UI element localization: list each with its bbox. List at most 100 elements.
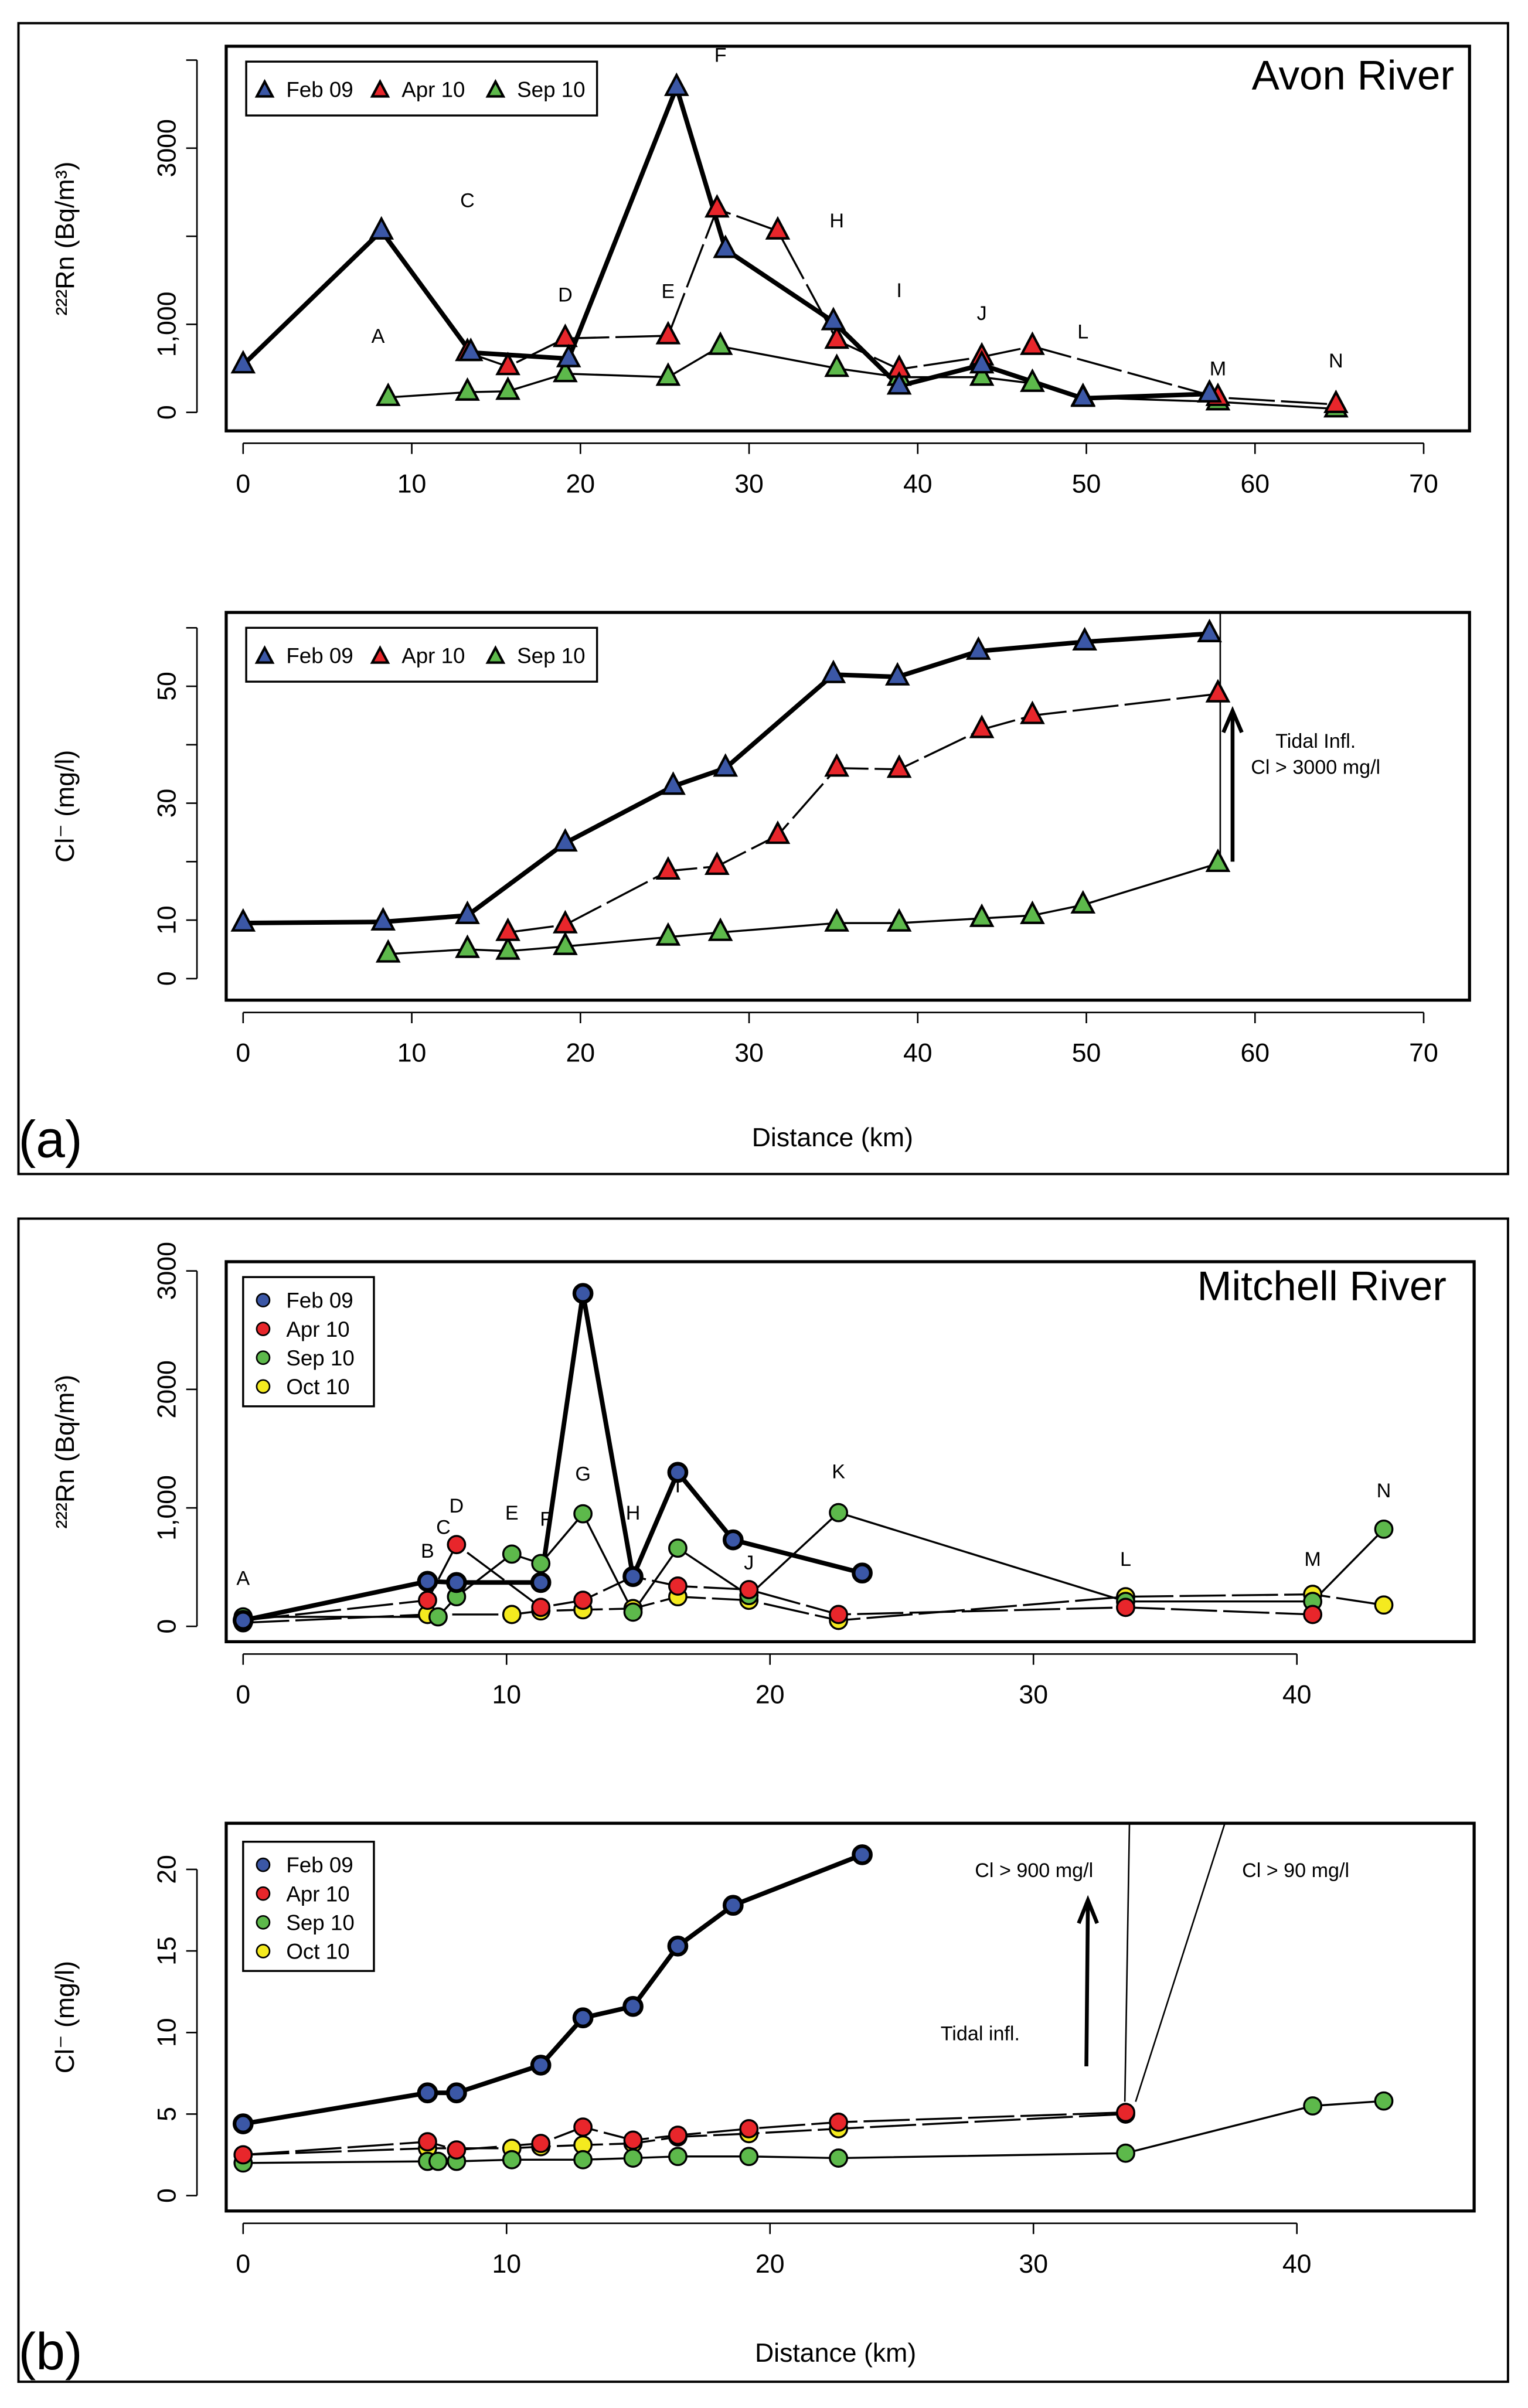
site-label: N <box>1329 350 1343 372</box>
legend-label: Oct 10 <box>286 1375 349 1399</box>
data-point-feb-09 <box>821 659 846 683</box>
x-tick-label: 0 <box>236 2250 250 2278</box>
data-point-sep-10 <box>824 908 850 932</box>
site-label: H <box>626 1502 641 1524</box>
data-point-sep-10 <box>1205 848 1231 873</box>
legend-marker-sep-10 <box>256 1350 271 1365</box>
data-point-sep-10 <box>707 917 733 941</box>
x-tick-label: 20 <box>756 2250 785 2278</box>
data-point-apr-10 <box>623 2130 643 2150</box>
data-point-feb-09 <box>1072 626 1097 650</box>
data-point-feb-09 <box>713 234 739 258</box>
site-label: B <box>421 1540 434 1562</box>
data-point-apr-10 <box>1020 700 1045 724</box>
x-tick-label: 40 <box>903 469 933 498</box>
data-point-apr-10 <box>1116 1598 1135 1617</box>
x-tick-label: 10 <box>492 1680 521 1709</box>
y-axis-label: Cl⁻ (mg/l) <box>51 750 80 863</box>
x-tick-label: 10 <box>397 1039 427 1068</box>
data-point-sep-10 <box>655 362 681 386</box>
legend-label: Feb 09 <box>286 1289 353 1313</box>
legend-label: Oct 10 <box>286 1940 349 1964</box>
chart-2: 0 10 20 30 40 50 60 70 0 10 30 50 Cl⁻ (mg/l) Tidal In… <box>51 611 1471 1068</box>
legend-marker-sep-10 <box>256 1915 271 1930</box>
data-point-sep-10 <box>969 362 995 386</box>
annotation-tidal: Tidal Infl. <box>1275 730 1356 752</box>
data-point-apr-10 <box>705 194 730 218</box>
site-label: C <box>436 1516 451 1538</box>
legend-label: Feb 09 <box>286 1853 353 1877</box>
data-point-sep-10 <box>531 1554 551 1573</box>
data-point-apr-10 <box>418 1590 437 1610</box>
data-point-sep-10 <box>655 922 681 946</box>
annotation-tidal: Tidal infl. <box>941 2022 1020 2045</box>
y-tick-label: 50 <box>152 672 181 701</box>
data-point-oct-10 <box>502 1605 522 1624</box>
data-point-feb-09 <box>370 907 396 931</box>
legend-marker-feb-09 <box>254 79 275 98</box>
data-point-feb-09 <box>455 900 480 924</box>
data-point-feb-09 <box>572 2007 594 2029</box>
tidal-line <box>1124 1823 1131 2102</box>
data-point-feb-09 <box>966 636 991 660</box>
data-point-oct-10 <box>1374 1595 1394 1615</box>
legend-label: Sep 10 <box>286 1910 354 1934</box>
y-axis-label: ²²²Rn (Bq/m³) <box>51 1375 80 1529</box>
data-point-feb-09 <box>852 1562 873 1584</box>
site-label: J <box>744 1552 754 1574</box>
legend-marker-oct-10 <box>256 1944 271 1959</box>
legend-label: Apr 10 <box>401 644 465 668</box>
data-point-sep-10 <box>1020 368 1045 392</box>
data-point-sep-10 <box>1116 2143 1135 2163</box>
y-tick-label: 1,000 <box>152 292 181 357</box>
site-label: G <box>575 1463 591 1486</box>
data-point-sep-10 <box>739 2147 759 2167</box>
x-tick-label: 40 <box>1282 1680 1312 1709</box>
data-point-sep-10 <box>886 908 912 932</box>
y-tick-label: 3000 <box>152 119 181 177</box>
y-tick-label: 10 <box>152 2018 181 2047</box>
y-axis-label: Cl⁻ (mg/l) <box>51 1961 80 2073</box>
data-point-feb-09 <box>1070 383 1096 407</box>
data-point-sep-10 <box>502 2150 522 2169</box>
data-point-sep-10 <box>1374 2091 1394 2111</box>
data-point-feb-09 <box>417 1571 438 1592</box>
panel-b-label: (b) <box>19 2322 83 2380</box>
x-tick-label: 70 <box>1409 469 1438 498</box>
data-point-apr-10 <box>495 352 520 376</box>
x-tick-label: 10 <box>397 469 427 498</box>
data-point-sep-10 <box>553 359 578 383</box>
y-tick-label: 15 <box>152 1936 181 1966</box>
data-point-feb-09 <box>622 1566 644 1588</box>
legend-label: Sep 10 <box>286 1346 354 1370</box>
data-point-feb-09 <box>417 2082 438 2104</box>
data-point-feb-09 <box>369 216 394 240</box>
data-point-feb-09 <box>1197 379 1222 403</box>
data-point-apr-10 <box>829 1605 849 1624</box>
data-point-apr-10 <box>495 917 520 941</box>
chart-3: 0 10 20 30 40 0 1,000 2000 3000 ²²²Rn (Bq/m³) Mitc… <box>51 1242 1476 1709</box>
legend-marker-apr-10 <box>256 1886 271 1901</box>
chart-title: Mitchell River <box>1197 1263 1447 1310</box>
annotation-cl: Cl > 3000 mg/l <box>1251 757 1380 779</box>
data-point-sep-10 <box>375 939 401 963</box>
panel-a-label: (a) <box>19 1109 83 1168</box>
tidal-line <box>1135 1823 1226 2102</box>
x-tick-label: 30 <box>734 1039 764 1068</box>
legend-label: Feb 09 <box>286 78 353 102</box>
legend-marker-feb-09 <box>254 645 275 664</box>
data-point-feb-09 <box>667 1462 689 1483</box>
data-point-apr-10 <box>573 2117 593 2137</box>
site-label: A <box>236 1567 250 1589</box>
x-tick-label: 20 <box>566 1039 595 1068</box>
data-point-feb-09 <box>530 1572 552 1593</box>
y-tick-label: 3000 <box>152 1242 181 1300</box>
series-line-apr-10 <box>508 693 1219 934</box>
plot-area <box>224 611 1471 1002</box>
y-tick-label: 10 <box>152 905 181 935</box>
legend: Feb 09 Apr 10 Sep 10 Oct 10 <box>242 1841 375 1972</box>
site-label: I <box>896 280 901 302</box>
legend-marker-feb-09 <box>256 1293 271 1307</box>
data-point-sep-10 <box>573 1504 593 1524</box>
